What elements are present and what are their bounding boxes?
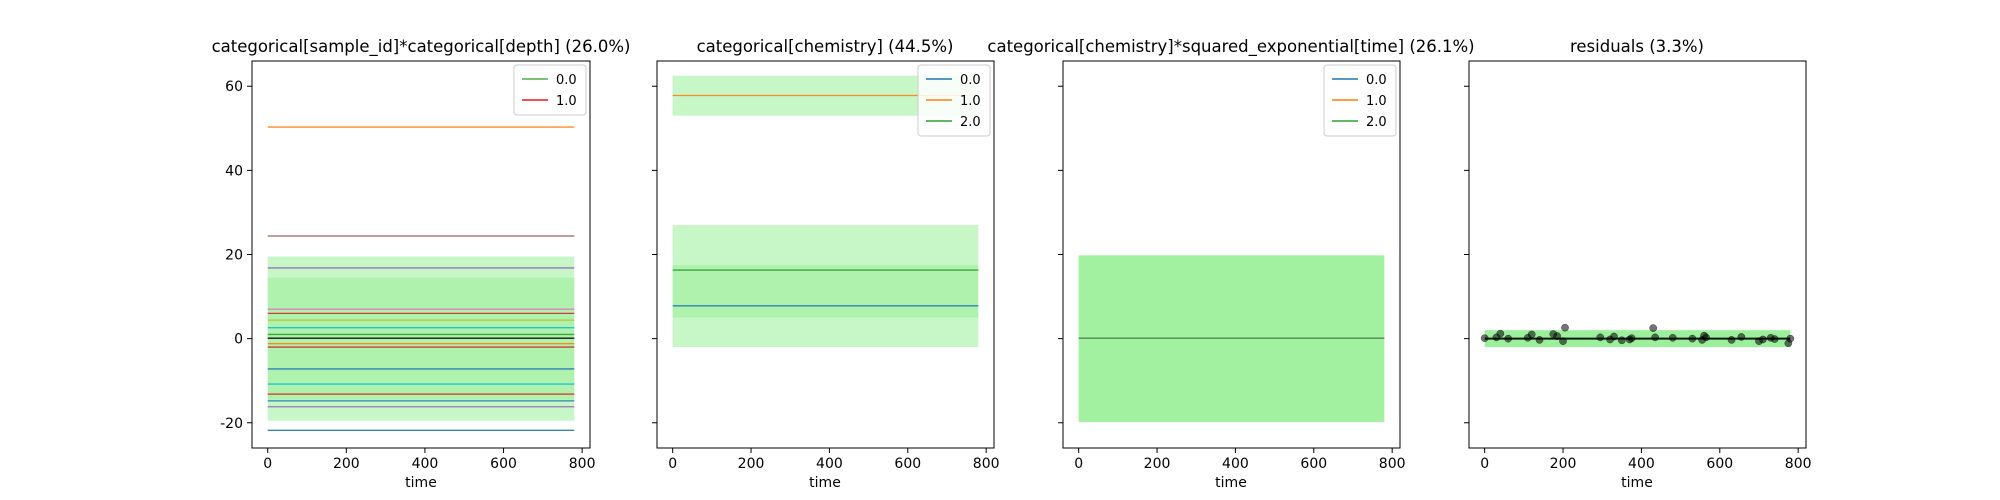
x-axis-label: time — [1215, 475, 1247, 491]
data-point — [1770, 335, 1779, 343]
x-tick-label: 600 — [1706, 456, 1733, 472]
panel-chemistry-time: categorical[chemistry]*squared_exponenti… — [987, 37, 1474, 491]
plot-area — [672, 75, 979, 348]
data-point — [1553, 332, 1562, 340]
plot-area — [267, 126, 575, 431]
legend-label: 1.0 — [556, 94, 577, 109]
x-axis-label: time — [809, 475, 841, 491]
x-tick-label: 0 — [1480, 456, 1489, 472]
panel-residuals: residuals (3.3%) time 0 200 400 600 800 — [1464, 37, 1812, 491]
panel-sample-depth: categorical[sample_id]*categorical[depth… — [212, 37, 631, 491]
legend-label: 0.0 — [1366, 73, 1387, 88]
data-point — [1702, 333, 1710, 342]
legend-label: 1.0 — [1366, 94, 1387, 109]
x-tick-label: 0 — [263, 456, 272, 472]
data-point — [1617, 336, 1626, 345]
data-point — [1727, 336, 1736, 344]
panel-title: categorical[sample_id]*categorical[depth… — [212, 37, 631, 57]
legend-box — [513, 64, 587, 116]
data-point — [1527, 330, 1536, 339]
x-tick-label: 0 — [1074, 456, 1083, 472]
x-tick-label: 800 — [973, 456, 1000, 472]
confidence-band — [672, 225, 979, 348]
x-tick-label: 800 — [1785, 456, 1812, 472]
y-tick-label: 60 — [225, 79, 243, 95]
data-point — [1668, 333, 1677, 342]
panel-title: categorical[chemistry] (44.5%) — [697, 37, 954, 56]
y-tick-label: 20 — [225, 248, 243, 264]
x-tick-label: 400 — [1222, 456, 1249, 472]
plot-area — [1480, 323, 1795, 348]
y-tick-label: 40 — [225, 163, 243, 179]
x-tick-label: 400 — [816, 456, 843, 472]
confidence-band — [672, 265, 979, 318]
panel-title: residuals (3.3%) — [1570, 37, 1704, 56]
x-tick-label: 800 — [1379, 456, 1406, 472]
data-point — [1561, 323, 1569, 332]
data-point — [1559, 337, 1567, 346]
data-point — [1480, 334, 1489, 343]
x-tick-label: 400 — [1628, 456, 1655, 472]
legend: 0.01.0 — [513, 64, 587, 116]
data-point — [1535, 336, 1544, 344]
data-point — [1688, 334, 1697, 343]
x-tick-label: 200 — [1144, 456, 1171, 472]
y-tick-label: 0 — [234, 332, 243, 348]
panel-chemistry: categorical[chemistry] (44.5%) time 0 200… — [652, 37, 1000, 491]
x-tick-label: 600 — [894, 456, 921, 472]
data-point — [1610, 332, 1618, 341]
data-point — [1737, 333, 1746, 341]
legend-box — [1323, 64, 1397, 137]
legend: 0.0 1.0 2.0 — [917, 64, 991, 137]
legend-label: 2.0 — [960, 115, 981, 130]
x-tick-label: 600 — [1300, 456, 1327, 472]
data-point — [1786, 334, 1795, 343]
legend-label: 1.0 — [960, 94, 981, 109]
x-tick-label: 400 — [412, 456, 439, 472]
x-tick-label: 800 — [569, 456, 596, 472]
x-tick-label: 0 — [668, 456, 677, 472]
data-point — [1504, 334, 1513, 343]
data-point — [1649, 324, 1658, 332]
legend: 0.0 1.0 2.0 — [1323, 64, 1397, 137]
data-point — [1651, 333, 1659, 342]
x-tick-label: 600 — [490, 456, 517, 472]
data-point — [1596, 333, 1605, 342]
x-axis-label: time — [1621, 475, 1653, 491]
legend-label: 0.0 — [556, 73, 577, 88]
x-tick-label: 200 — [1550, 456, 1577, 472]
panel-title: categorical[chemistry]*squared_exponenti… — [987, 37, 1474, 57]
x-tick-label: 200 — [738, 456, 765, 472]
legend-label: 0.0 — [960, 73, 981, 88]
x-tick-label: 200 — [333, 456, 360, 472]
legend-box — [917, 64, 991, 137]
data-point — [1759, 335, 1767, 344]
data-point — [1496, 329, 1505, 338]
legend-label: 2.0 — [1366, 115, 1387, 130]
x-axis-label: time — [405, 475, 437, 491]
plot-area — [1078, 255, 1385, 422]
data-point — [1627, 334, 1636, 343]
y-tick-label: -20 — [220, 416, 243, 432]
